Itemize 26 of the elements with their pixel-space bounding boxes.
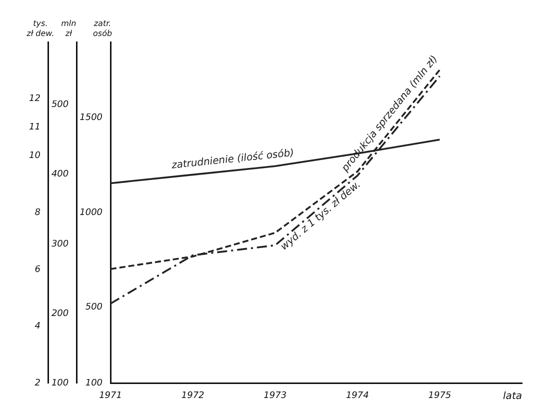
text: zatrudnienie (ilość osób) bbox=[170, 146, 295, 172]
y2-tick-label: 300 bbox=[51, 239, 69, 250]
x-tick-label: 1975 bbox=[428, 390, 452, 401]
y3-tick-label: 12 bbox=[29, 94, 41, 104]
x-axis-title: lata bbox=[503, 390, 522, 402]
y3-tick-label: 10 bbox=[29, 151, 41, 162]
y2-axis-title: mln zł bbox=[61, 19, 76, 38]
x-tick-label: 1971 bbox=[99, 390, 122, 401]
y-axis-title: zatr. osób bbox=[92, 19, 112, 38]
x-tick-label: 1973 bbox=[264, 390, 287, 401]
x-tick-label: 1974 bbox=[346, 390, 370, 401]
y-tick-label: 100 bbox=[85, 378, 103, 389]
x-tick-label: 1972 bbox=[181, 390, 205, 401]
y2-tick-label: 200 bbox=[51, 308, 69, 319]
y3-tick-label: 4 bbox=[34, 322, 41, 332]
y2-tick-label: 500 bbox=[51, 100, 69, 110]
y3-tick-label: 2 bbox=[34, 378, 41, 389]
y-tick-label: 1500 bbox=[80, 113, 103, 124]
y3-tick-label: 6 bbox=[34, 264, 41, 275]
y-tick-label: 1000 bbox=[80, 208, 103, 218]
y2-tick-label: 400 bbox=[51, 170, 69, 180]
y3-tick-label: 8 bbox=[34, 208, 41, 218]
y3-axis-title: tys. zł dew. bbox=[26, 19, 54, 38]
y-tick-label: 500 bbox=[85, 302, 103, 313]
y3-tick-label: 11 bbox=[29, 122, 40, 133]
y2-tick-label: 100 bbox=[51, 378, 69, 389]
